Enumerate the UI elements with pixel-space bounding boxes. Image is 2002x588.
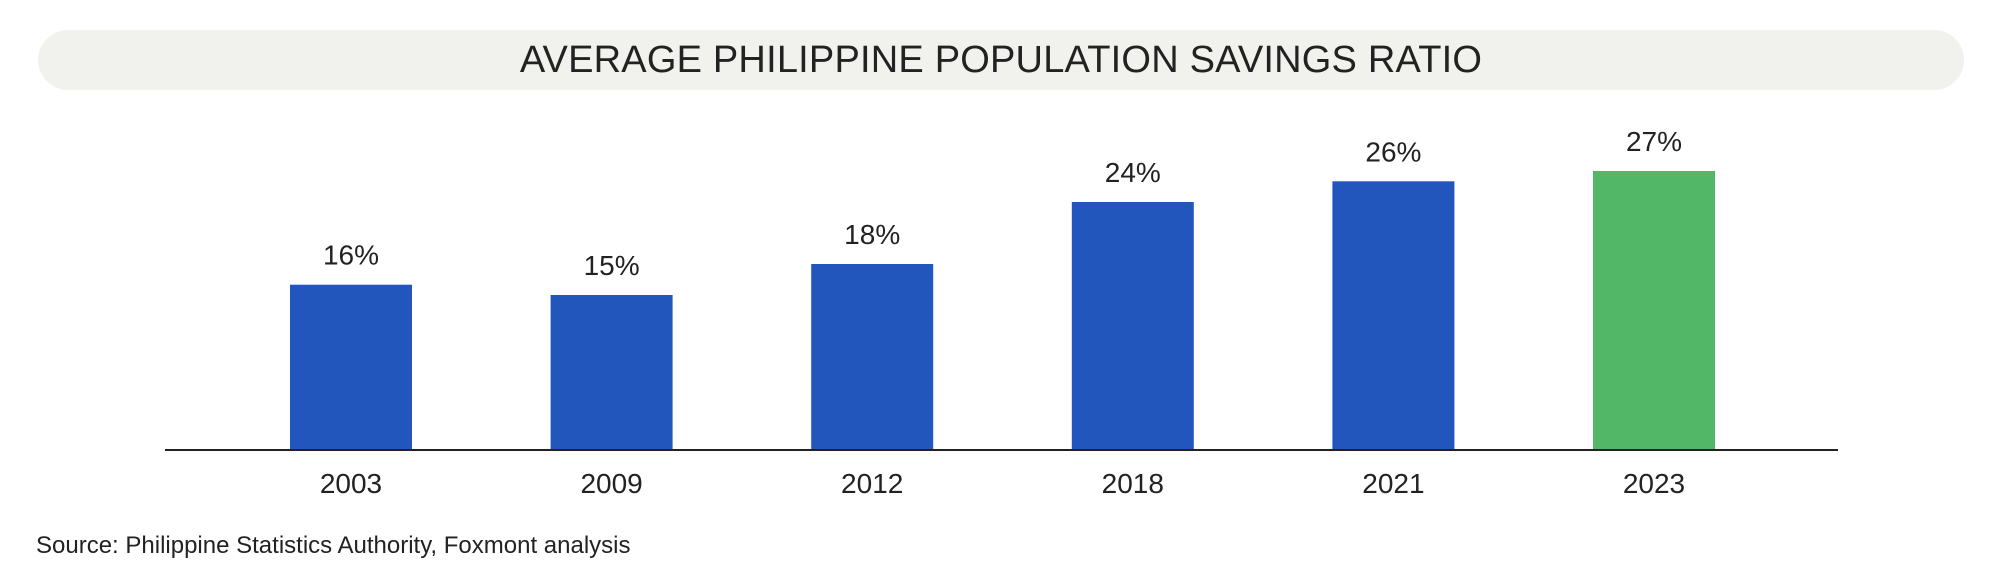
x-tick-label-2023: 2023 (1623, 468, 1685, 499)
x-tick-label-2009: 2009 (580, 468, 642, 499)
bar-2009 (550, 295, 673, 450)
data-label-2023: 27% (1626, 126, 1682, 157)
bar-2023 (1593, 171, 1715, 450)
bar-2021 (1332, 181, 1455, 451)
data-label-2003: 16% (323, 240, 379, 271)
x-tick-label-2003: 2003 (320, 468, 382, 499)
x-tick-label-2021: 2021 (1362, 468, 1424, 499)
data-label-2021: 26% (1365, 136, 1421, 167)
x-tick-label-2012: 2012 (841, 468, 903, 499)
bar-2018 (1071, 202, 1194, 450)
bar-2003 (290, 284, 412, 450)
data-label-2018: 24% (1105, 157, 1161, 188)
source-note: Source: Philippine Statistics Authority,… (36, 532, 631, 559)
x-tick-label-2018: 2018 (1102, 468, 1164, 499)
title-bar: AVERAGE PHILIPPINE POPULATION SAVINGS RA… (38, 30, 1964, 90)
data-label-2012: 18% (844, 219, 900, 250)
data-label-2009: 15% (584, 250, 640, 281)
chart-title: AVERAGE PHILIPPINE POPULATION SAVINGS RA… (519, 38, 1483, 81)
bar-2012 (811, 264, 934, 450)
